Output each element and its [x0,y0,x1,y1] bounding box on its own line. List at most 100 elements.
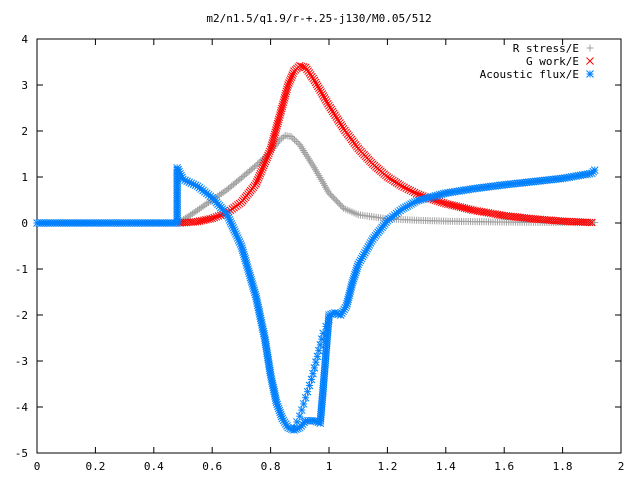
legend-label: R stress/E [513,42,579,55]
series-1-point [208,214,217,223]
series-1-point [324,99,332,108]
series-0-point [294,139,302,147]
series-0-point [219,188,227,196]
series-1-point [259,163,267,172]
series-1-point [283,85,291,94]
series-1-point [264,151,272,160]
series-1-point [262,155,271,164]
series-1-point [258,165,266,174]
y-tick-label: -2 [15,309,28,322]
series-1-point [288,71,297,79]
series-1-point [281,91,290,100]
series-3-point [314,346,323,355]
series-3-point [322,322,330,331]
series-3-point [312,358,320,367]
series-1-point [260,159,269,168]
series-1-point [280,96,288,104]
x-tick-label: 0.4 [144,460,164,473]
series-1-point [312,80,321,89]
series-1-point [279,100,287,109]
series-1-point [279,98,288,107]
series-0-point [337,201,345,209]
series-1-point [273,121,281,130]
x-tick-label: 1 [326,460,333,473]
series-1-point [282,87,291,96]
series-1-point [253,178,261,186]
series-0-point [199,202,207,210]
series-1-point [210,213,219,222]
x-tick-label: 0.6 [202,460,222,473]
series-0-point [185,212,193,220]
x-tick-label: 1.2 [377,460,397,473]
series-0-point [325,189,333,197]
series-1-point [400,183,408,192]
series-1-point [257,167,266,176]
series-1-point [315,84,323,93]
series-1-point [263,153,272,162]
series-0-point [192,207,200,215]
series-3-point [301,393,310,402]
series-0-point [334,198,342,206]
series-0-point [338,203,346,211]
series-0-point [217,190,225,198]
series-1-point [269,134,278,143]
series-2-point [590,166,599,174]
series-1-point [252,180,260,188]
legend-marker [586,57,594,65]
series-1-point [585,218,594,227]
x-tick-label: 0.2 [85,460,105,473]
series-0-point [216,191,223,199]
series-3-point [305,381,314,390]
series-1-point [318,90,327,98]
y-tick-label: -5 [15,447,28,460]
series-1-point [272,124,281,132]
series-1-point [276,109,285,117]
series-3-point [299,400,308,408]
series-1-point [277,104,286,113]
series-0-point [331,195,339,203]
data-marks [33,61,599,434]
series-3-point [319,329,328,338]
series-1-point [412,189,421,198]
series-1-point [398,182,406,191]
series-1-point [270,130,279,139]
series-1-point [280,94,289,102]
series-1-point [267,141,276,149]
series-1-point [216,211,225,220]
series-1-point [285,79,293,87]
series-1-point [437,198,446,207]
series-3-point [309,369,317,378]
series-1-point [281,89,290,98]
series-1-point [255,171,264,180]
series-1-point [310,76,319,85]
series-1-point [261,157,270,166]
series-1-point [402,184,411,193]
series-0-point [291,136,299,144]
y-tick-label: 0 [21,217,28,230]
series-1-point [289,69,297,78]
series-1-point [320,94,329,102]
x-tick-label: 2 [618,460,625,473]
series-1-point [212,212,221,221]
chart-title: m2/n1.5/q1.9/r-+.25-j130/M0.05/512 [206,12,431,25]
series-3-point [303,387,312,396]
series-1-point [270,132,278,141]
series-1-point [404,185,413,194]
series-0-point [201,201,209,209]
series-3-point [313,352,322,361]
series-0-point [287,133,295,141]
series-1-point [259,161,268,170]
y-tick-label: 1 [21,171,28,184]
series-0-point [190,209,198,217]
axis-ticks: 0 0.2 0.4 0.6 0.8 1 1.2 1.4 1.6 1.8 2 4 3 2 1 0 -1 -2 -3 -4… [15,33,625,473]
series-1-point [435,197,444,206]
y-tick-label: -3 [15,355,28,368]
series-0-point [252,162,260,169]
series-3-point [295,412,304,421]
x-tick-label: 1.6 [494,460,514,473]
series-0-point [255,158,263,166]
series-1-point [321,96,330,104]
series-0-point [254,160,262,168]
legend-label: Acoustic flux/E [480,68,579,81]
